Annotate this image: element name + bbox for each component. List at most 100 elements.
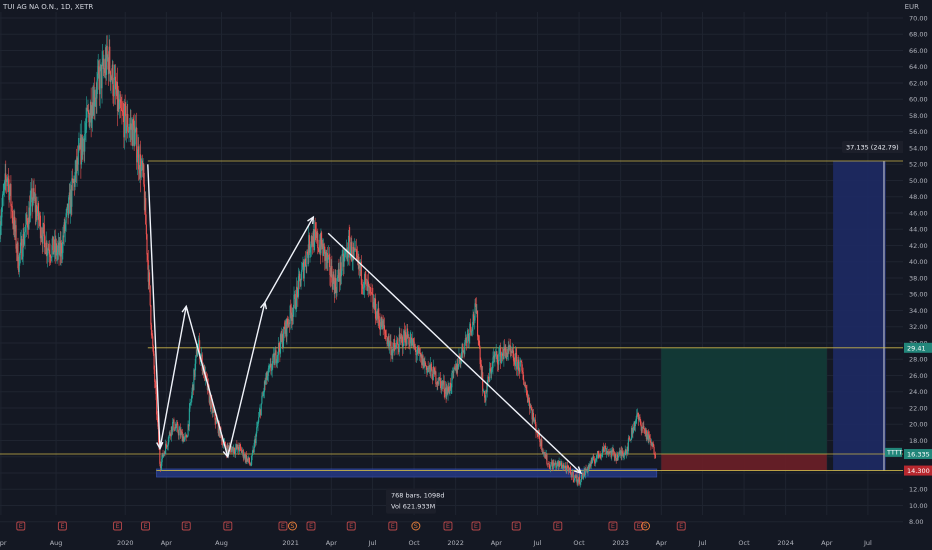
candle-body [10, 184, 12, 207]
candle-body [621, 451, 623, 456]
candle-body [632, 432, 634, 435]
candle-body [286, 318, 288, 337]
dividend-event[interactable] [641, 521, 651, 531]
earnings-event[interactable] [16, 521, 26, 531]
candle-body [596, 454, 598, 459]
candle-body [287, 318, 289, 324]
candle-body [557, 461, 559, 467]
earnings-event[interactable] [141, 521, 151, 531]
candle-body [116, 82, 119, 111]
candle-body [224, 441, 226, 448]
candle-body [482, 391, 484, 392]
candle-body [48, 248, 50, 250]
earnings-event[interactable] [278, 521, 288, 531]
candle-body [313, 229, 316, 251]
earnings-event[interactable] [113, 521, 122, 531]
earnings-event[interactable] [634, 521, 644, 531]
dividend-event[interactable] [287, 521, 297, 531]
earnings-event[interactable] [57, 521, 67, 531]
candle-body [654, 454, 656, 459]
range-label: 37.135 (242.79) [846, 144, 899, 152]
candle-body [589, 463, 591, 468]
earnings-event[interactable] [223, 521, 233, 531]
candle-body [653, 446, 655, 455]
earnings-event[interactable] [346, 521, 356, 531]
candle-body [471, 327, 473, 332]
candle-body [644, 429, 646, 434]
candle-body [447, 386, 449, 395]
earnings-event[interactable] [471, 521, 481, 531]
candle-body [91, 102, 93, 119]
candle-body [475, 303, 477, 305]
candle-body [571, 474, 573, 478]
price-tick-label: 60.00 [909, 96, 928, 104]
price-axis[interactable]: 70.00 68.00 66.00 64.00 62.00 60.00 58.00 56.00… [885, 0, 932, 550]
candle-body [183, 437, 185, 442]
candle-body [97, 66, 99, 74]
candle-body [583, 469, 585, 476]
candle-body [413, 344, 415, 347]
candle-body [581, 472, 583, 475]
candle-body [213, 411, 215, 412]
candle-body [88, 113, 90, 127]
candle-body [319, 244, 321, 252]
earnings-event[interactable] [511, 521, 521, 531]
candle-body [570, 469, 572, 474]
time-axis[interactable]: Apr Aug 2020 Apr Aug 2021 Apr Jul Oct 2022 Apr Jul O… [0, 535, 932, 550]
candle-body [533, 420, 535, 422]
earnings-event[interactable] [388, 521, 398, 531]
candle-body [464, 342, 466, 355]
candle-body [79, 145, 81, 149]
candle-body [258, 417, 260, 423]
candle-body [123, 103, 126, 138]
candle-body [536, 432, 538, 433]
earnings-event[interactable] [553, 521, 563, 531]
candle-body [89, 101, 92, 116]
earnings-event-label: E [514, 522, 518, 530]
candle-body [66, 203, 68, 209]
candle-body [627, 438, 629, 452]
candle-body [438, 377, 440, 385]
earnings-event[interactable] [306, 521, 316, 531]
candle-body [123, 114, 125, 138]
candle-body [308, 235, 310, 258]
candle-body [196, 349, 198, 357]
earnings-event[interactable] [608, 521, 618, 531]
candle-body [496, 351, 498, 355]
candle-body [102, 58, 104, 63]
candle-body [135, 127, 137, 129]
candle-body [652, 443, 654, 447]
candle-body [19, 242, 22, 254]
earnings-event[interactable] [443, 521, 453, 531]
candle-body [2, 193, 4, 195]
candle-body [26, 214, 28, 221]
candle-body [499, 347, 501, 353]
candle-body [516, 362, 518, 370]
candle-body [34, 197, 36, 199]
candle-body [381, 317, 383, 330]
earnings-event[interactable] [181, 521, 191, 531]
candle-body [391, 350, 393, 356]
candle-body [623, 454, 625, 457]
dividend-event[interactable] [411, 521, 421, 531]
candle-body [419, 352, 421, 354]
candle-body [462, 350, 464, 353]
candle-body [520, 360, 522, 363]
candle-body [302, 261, 304, 266]
candle-body [434, 371, 436, 375]
time-tick-label: Apr [821, 539, 833, 547]
candle-body [537, 434, 539, 437]
candle-body [629, 438, 631, 440]
candle-body [410, 337, 413, 346]
price-tick-label: 8.00 [909, 518, 923, 526]
candle-body [619, 451, 621, 455]
candle-body [491, 368, 493, 374]
earnings-event[interactable] [676, 521, 686, 531]
symbol-title[interactable]: TUI AG NA O.N., 1D, XETR [3, 3, 94, 11]
candle-body [643, 425, 645, 429]
candle-body [31, 188, 33, 207]
candle-body [365, 279, 368, 280]
candle-body [643, 428, 646, 430]
candle-body [532, 412, 534, 421]
